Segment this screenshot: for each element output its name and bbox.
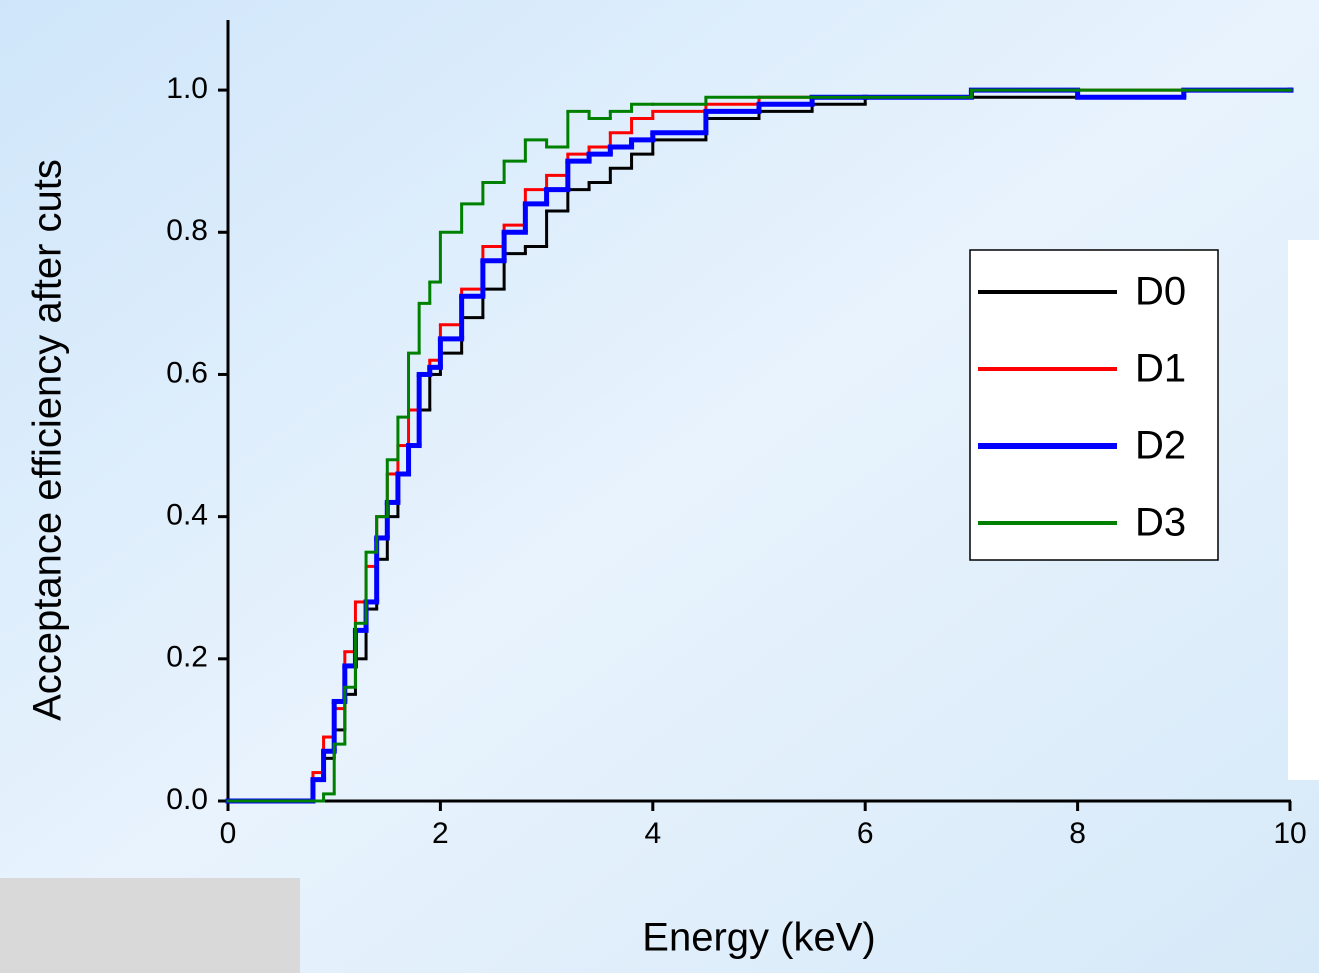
- y-tick-label: 0.2: [166, 641, 208, 674]
- y-tick-label: 0.4: [166, 499, 208, 532]
- x-tick-label: 8: [1069, 817, 1086, 850]
- x-tick-label: 4: [644, 817, 661, 850]
- legend-label: D0: [1135, 270, 1186, 314]
- x-tick-label: 2: [432, 817, 449, 850]
- x-tick-label: 6: [857, 817, 874, 850]
- x-tick-label: 0: [220, 817, 237, 850]
- white-panel: [1288, 240, 1319, 780]
- y-axis-title: Acceptance efficiency after cuts: [26, 159, 70, 721]
- x-axis-title: Energy (keV): [642, 916, 875, 960]
- legend-box: [969, 249, 1219, 561]
- series: [226, 88, 1293, 803]
- y-tick-label: 0.6: [166, 356, 208, 389]
- legend-label: D1: [1135, 347, 1186, 391]
- y-tick-label: 0.8: [166, 214, 208, 247]
- y-tick-label: 0.0: [166, 783, 208, 816]
- legend-label: D2: [1135, 424, 1186, 468]
- y-tick-label: 1.0: [166, 72, 208, 105]
- x-tick-label: 10: [1273, 817, 1306, 850]
- legend-label: D3: [1135, 501, 1186, 545]
- image-fragment: [0, 878, 300, 973]
